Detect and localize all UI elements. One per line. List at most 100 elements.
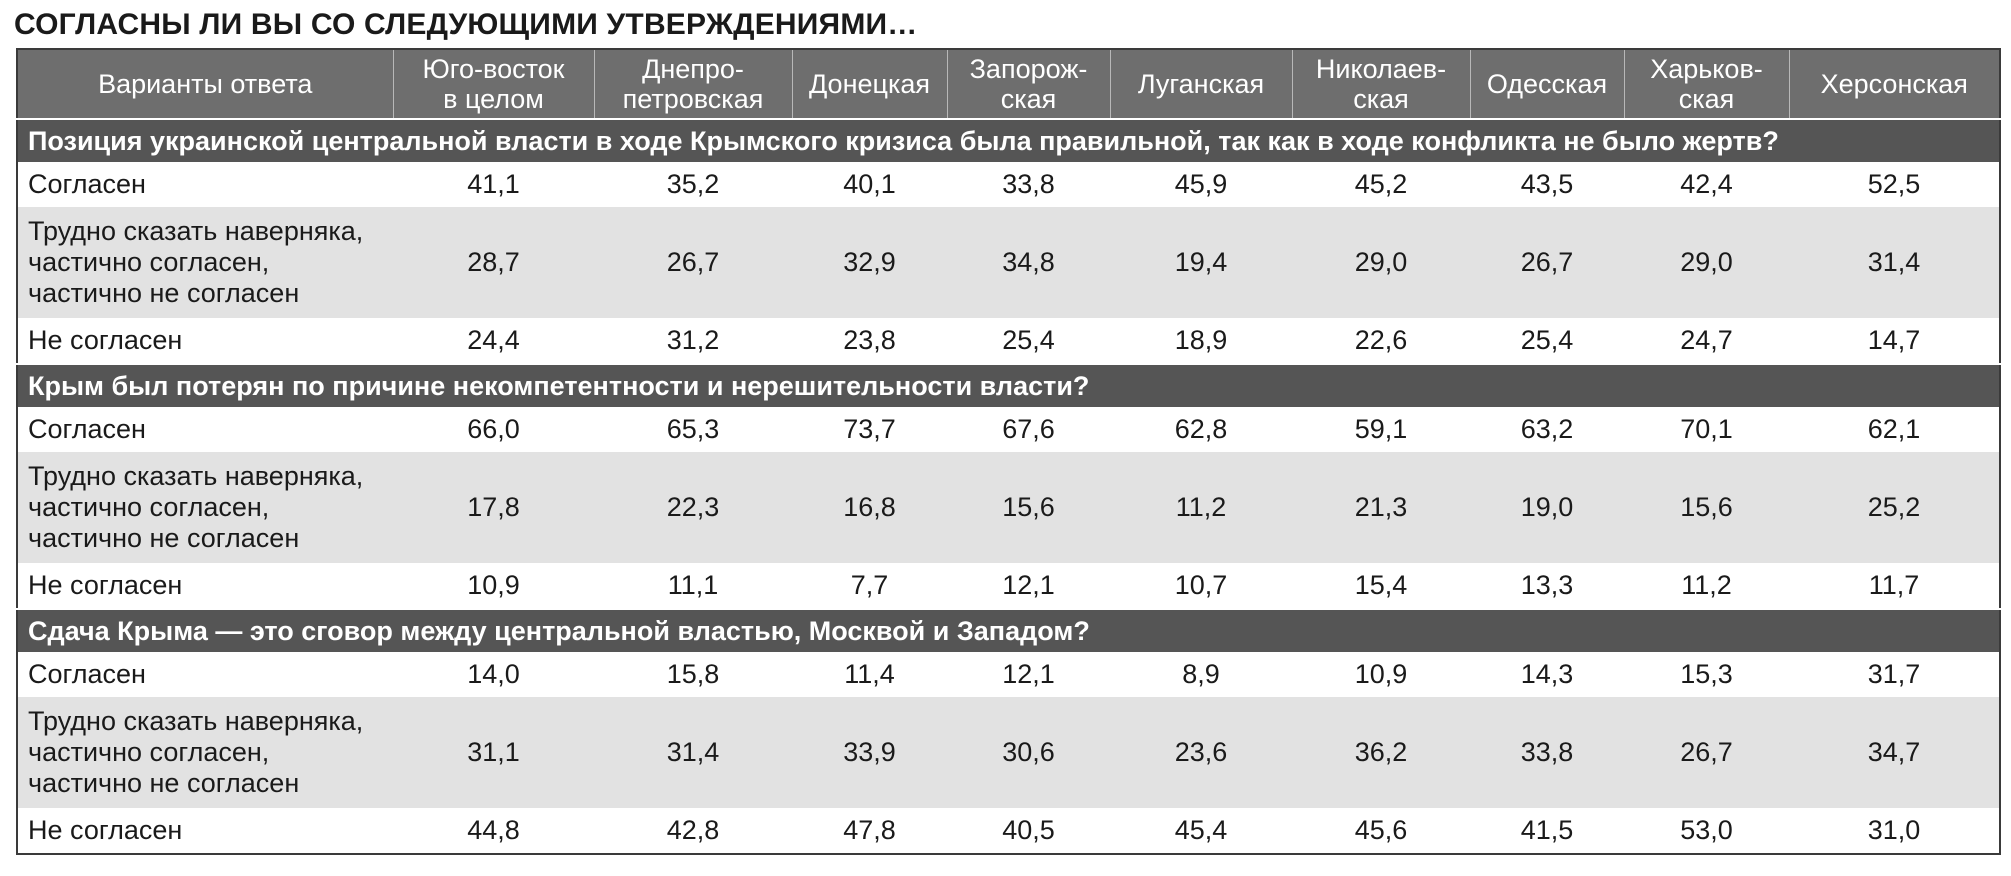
value-cell: 22,6 (1292, 318, 1470, 364)
value-cell: 42,4 (1624, 162, 1789, 207)
answer-label-line: Не согласен (28, 570, 183, 600)
column-header: Донецкая (791, 49, 947, 119)
value-cell: 11,1 (594, 563, 792, 609)
table-row: Трудно сказать наверняка, частично соглас… (17, 452, 2000, 563)
value-cell: 31,4 (594, 697, 792, 808)
question-row: Сдача Крыма — это сговор между центральн… (17, 608, 2000, 652)
value-cell: 31,4 (1789, 207, 2000, 318)
value-cell: 10,7 (1110, 563, 1292, 609)
value-cell: 42,8 (594, 808, 792, 854)
value-cell: 15,4 (1292, 563, 1470, 609)
value-cell: 33,8 (1470, 697, 1624, 808)
value-cell: 26,7 (1470, 207, 1624, 318)
answer-label-line: Согласен (28, 169, 146, 199)
answer-label: Трудно сказать наверняка, частично соглас… (17, 207, 393, 318)
value-cell: 34,7 (1789, 697, 2000, 808)
question-row: Крым был потерян по причине некомпетентн… (17, 363, 2000, 407)
value-cell: 22,3 (594, 452, 792, 563)
value-cell: 28,7 (393, 207, 594, 318)
value-cell: 18,9 (1110, 318, 1292, 364)
column-header-line: Юго-восток (422, 54, 565, 84)
value-cell: 11,2 (1624, 563, 1789, 609)
answer-label: Трудно сказать наверняка, частично соглас… (17, 697, 393, 808)
value-cell: 35,2 (594, 162, 792, 207)
answer-label: Не согласен (17, 318, 393, 364)
column-header: Луганская (1109, 49, 1292, 119)
value-cell: 62,8 (1110, 407, 1292, 452)
answer-label-line: частично не согласен (28, 523, 300, 553)
value-cell: 11,7 (1789, 563, 2000, 609)
value-cell: 15,8 (594, 652, 792, 697)
column-header: Юго-восток в целом (392, 49, 594, 119)
value-cell: 66,0 (393, 407, 594, 452)
column-header-line: Николаев- (1315, 54, 1447, 84)
value-cell: 30,6 (947, 697, 1110, 808)
column-header: Днепро-петровская (593, 49, 792, 119)
table-body: Позиция украинской центральной власти в … (17, 118, 2000, 854)
table-row: Согласен 14,0 15,8 11,4 12,1 8,9 10,9 14,3 15,3 3… (17, 652, 2000, 697)
value-cell: 24,7 (1624, 318, 1789, 364)
value-cell: 10,9 (393, 563, 594, 609)
value-cell: 43,5 (1470, 162, 1624, 207)
value-cell: 65,3 (594, 407, 792, 452)
value-cell: 29,0 (1292, 207, 1470, 318)
question-text: Крым был потерян по причине некомпетентн… (17, 363, 2000, 407)
value-cell: 14,7 (1789, 318, 2000, 364)
value-cell: 45,4 (1110, 808, 1292, 854)
value-cell: 8,9 (1110, 652, 1292, 697)
value-cell: 41,1 (393, 162, 594, 207)
value-cell: 19,4 (1110, 207, 1292, 318)
value-cell: 24,4 (393, 318, 594, 364)
value-cell: 47,8 (792, 808, 947, 854)
value-cell: 34,8 (947, 207, 1110, 318)
value-cell: 23,6 (1110, 697, 1292, 808)
table-row: Согласен 41,1 35,2 40,1 33,8 45,9 45,2 43,5 42,4… (17, 162, 2000, 207)
table-row: Не согласен 44,8 42,8 47,8 40,5 45,4 45,6 41,5 5… (17, 808, 2000, 854)
value-cell: 14,0 (393, 652, 594, 697)
column-header-line: Одесская (1486, 69, 1608, 99)
answer-label: Согласен (17, 407, 393, 452)
table-row: Не согласен 24,4 31,2 23,8 25,4 18,9 22,6 25,4 2… (17, 318, 2000, 364)
value-cell: 70,1 (1624, 407, 1789, 452)
column-header: Запорож-ская (946, 49, 1110, 119)
column-header-line: Херсонская (1820, 69, 1968, 99)
value-cell: 21,3 (1292, 452, 1470, 563)
answer-label-line: Не согласен (28, 325, 183, 355)
answer-label-line: Не согласен (28, 815, 183, 845)
column-header: Харьков-ская (1623, 49, 1789, 119)
answer-label-line: Трудно сказать наверняка, (28, 216, 364, 246)
value-cell: 45,2 (1292, 162, 1470, 207)
value-cell: 25,2 (1789, 452, 2000, 563)
value-cell: 13,3 (1470, 563, 1624, 609)
value-cell: 14,3 (1470, 652, 1624, 697)
column-header-line: ская (1000, 84, 1057, 114)
value-cell: 45,6 (1292, 808, 1470, 854)
answer-label-line: частично согласен, (28, 247, 270, 277)
value-cell: 33,8 (947, 162, 1110, 207)
value-cell: 36,2 (1292, 697, 1470, 808)
answer-label-line: Трудно сказать наверняка, (28, 706, 364, 736)
value-cell: 15,6 (947, 452, 1110, 563)
value-cell: 26,7 (1624, 697, 1789, 808)
column-header-line: Запорож- (969, 54, 1088, 84)
column-header-line: ская (1678, 84, 1735, 114)
question-text: Позиция украинской центральной власти в … (17, 118, 2000, 162)
value-cell: 11,2 (1110, 452, 1292, 563)
value-cell: 44,8 (393, 808, 594, 854)
answer-label-line: Согласен (28, 659, 146, 689)
value-cell: 40,5 (947, 808, 1110, 854)
column-header: Одесская (1469, 49, 1624, 119)
column-header-line: Луганская (1137, 69, 1265, 99)
value-cell: 11,4 (792, 652, 947, 697)
value-cell: 73,7 (792, 407, 947, 452)
value-cell: 25,4 (947, 318, 1110, 364)
column-header-line: Днепро- (642, 54, 744, 84)
question-row: Позиция украинской центральной власти в … (17, 118, 2000, 162)
column-header-line: петровская (622, 84, 764, 114)
value-cell: 52,5 (1789, 162, 2000, 207)
column-header: Николаев-ская (1291, 49, 1470, 119)
value-cell: 41,5 (1470, 808, 1624, 854)
answer-label: Не согласен (17, 808, 393, 854)
value-cell: 31,2 (594, 318, 792, 364)
value-cell: 12,1 (947, 563, 1110, 609)
